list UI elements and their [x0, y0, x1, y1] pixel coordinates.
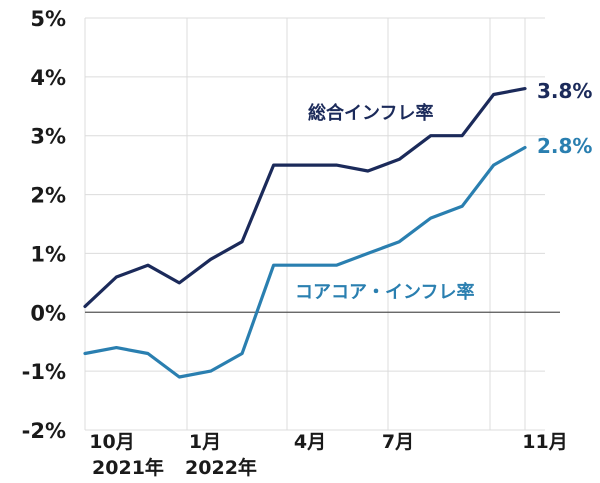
x-tick-month: 4月: [294, 431, 326, 453]
x-tick-month: 1月: [189, 431, 221, 453]
y-tick-label: 5%: [30, 7, 66, 31]
y-axis: 5% 4% 3% 2% 1% 0% -1% -2%: [22, 7, 66, 443]
y-tick-label: 2%: [30, 184, 66, 208]
x-axis: 10月 2021年 1月 2022年 4月 7月 11月: [89, 431, 567, 479]
x-tick-year: 2022年: [185, 456, 257, 479]
gridlines: [84, 17, 545, 431]
total-inflation-line: [83, 86, 527, 308]
series-label-total-inflation: 総合インフレ率: [308, 102, 433, 124]
x-tick-month: 11月: [522, 431, 567, 453]
y-tick-label: 4%: [30, 66, 66, 90]
y-tick-label: 0%: [30, 301, 66, 325]
y-tick-label: -2%: [22, 419, 66, 443]
end-value-total-inflation: 3.8%: [537, 79, 592, 103]
y-tick-label: 1%: [30, 242, 66, 266]
y-tick-label: 3%: [30, 125, 66, 149]
x-tick-month: 7月: [382, 431, 414, 453]
x-tick-year: 2021年: [92, 456, 164, 479]
y-tick-label: -1%: [22, 360, 66, 384]
series-label-core-core-inflation: コアコア・インフレ率: [295, 281, 474, 303]
series-lines: [83, 86, 527, 379]
end-value-core-core-inflation: 2.8%: [537, 134, 592, 158]
x-tick-month: 10月: [89, 431, 134, 453]
core-core-inflation-line: [83, 145, 527, 379]
